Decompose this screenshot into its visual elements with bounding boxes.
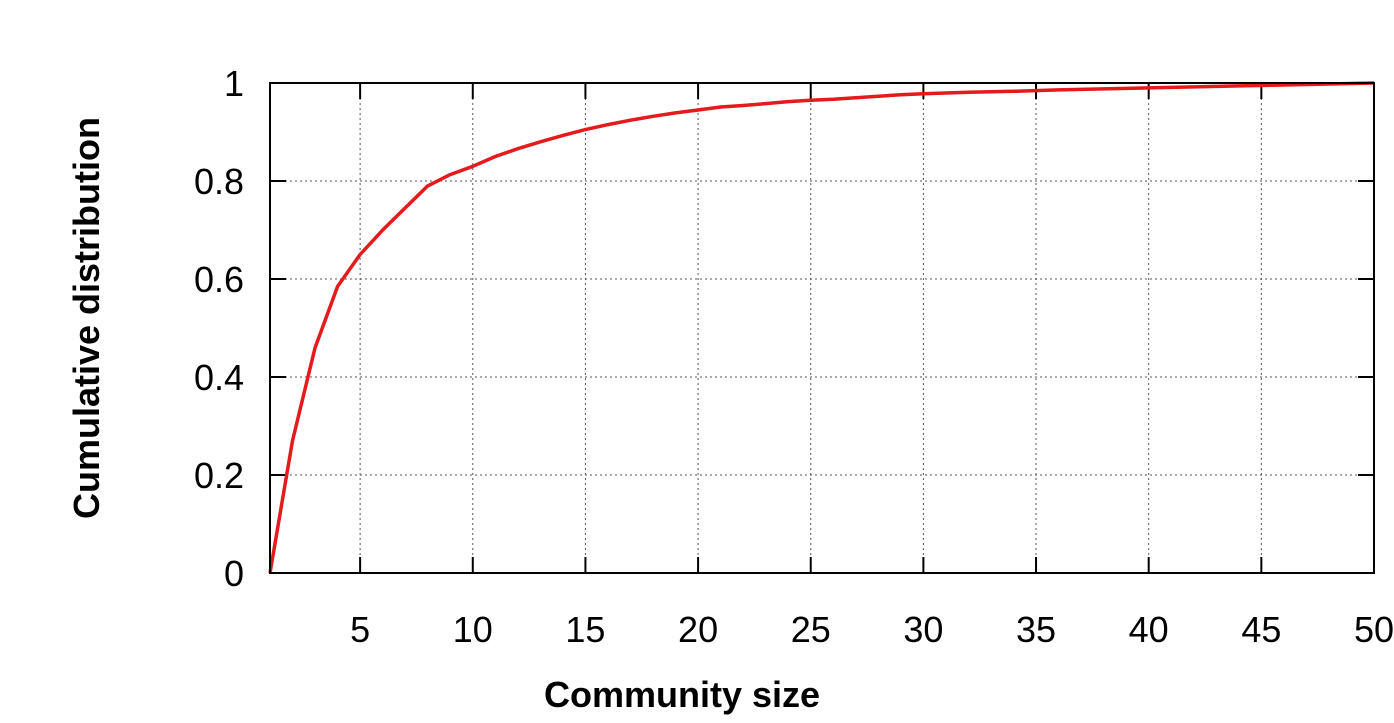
x-tick-label: 20 xyxy=(678,609,718,650)
x-axis-title: Community size xyxy=(544,674,820,715)
x-tick-label: 50 xyxy=(1354,609,1394,650)
x-tick-label: 45 xyxy=(1241,609,1281,650)
y-tick-label: 0 xyxy=(224,553,244,594)
grid-lines xyxy=(270,83,1374,573)
y-axis-title: Cumulative distribution xyxy=(66,117,107,519)
x-tick-label: 5 xyxy=(350,609,370,650)
y-tick-label: 0.4 xyxy=(194,357,244,398)
y-tick-label: 0.6 xyxy=(194,259,244,300)
x-tick-label: 35 xyxy=(1016,609,1056,650)
x-tick-label: 30 xyxy=(903,609,943,650)
series-line xyxy=(268,81,1375,574)
tick-labels: 5 10 15 20 25 30 35 40 45 50 0 0.2 0.4 0.6 0.8 1 xyxy=(194,63,1394,650)
x-tick-label: 40 xyxy=(1129,609,1169,650)
y-tick-label: 0.2 xyxy=(194,455,244,496)
plot-frame xyxy=(269,82,1375,574)
y-tick-label: 0.8 xyxy=(194,161,244,202)
y-tick-label: 1 xyxy=(224,63,244,104)
x-tick-label: 10 xyxy=(453,609,493,650)
x-tick-label: 15 xyxy=(565,609,605,650)
x-tick-label: 25 xyxy=(791,609,831,650)
tick-marks xyxy=(270,83,1374,573)
